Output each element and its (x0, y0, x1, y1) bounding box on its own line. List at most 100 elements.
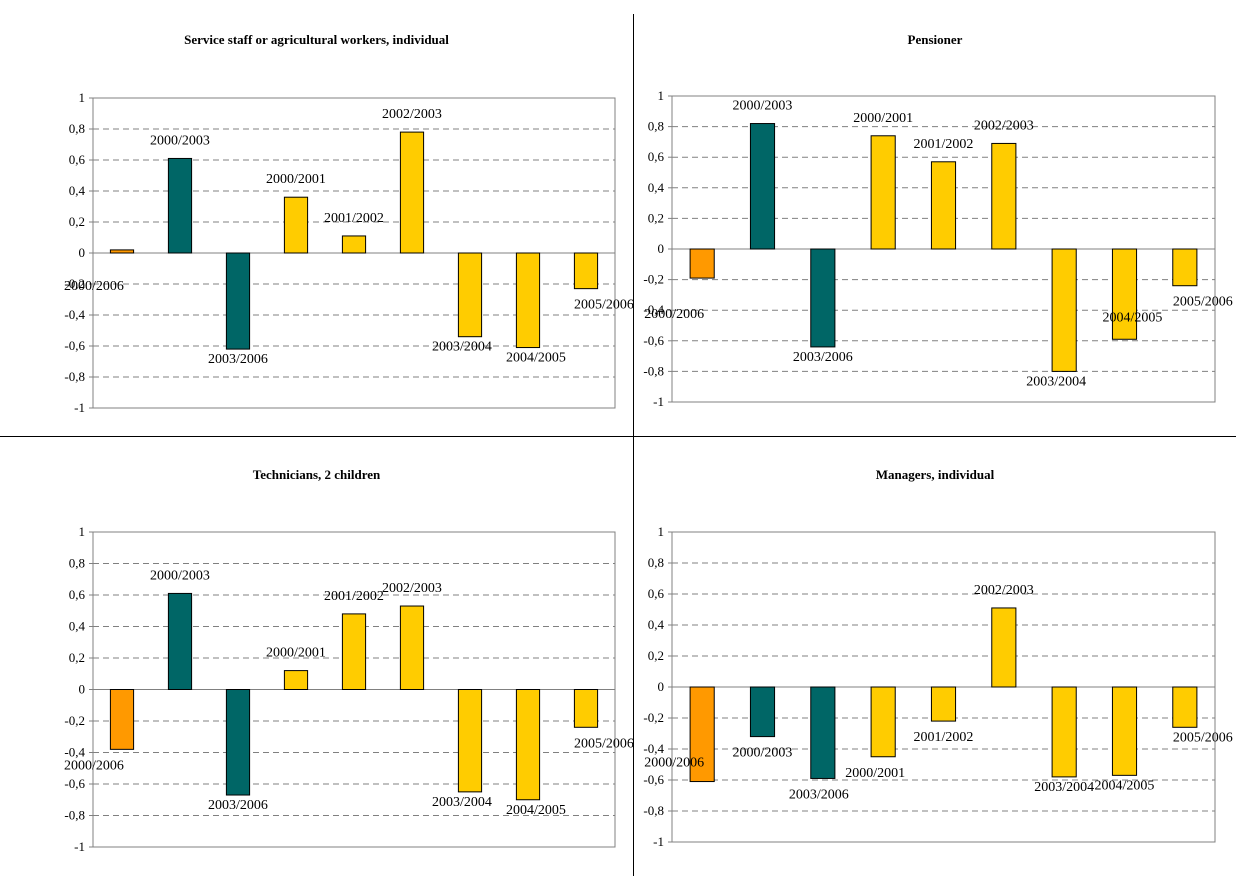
bar-label: 2000/2006 (64, 279, 124, 294)
y-tick-label: 0 (79, 245, 86, 260)
y-tick-label: 0,6 (648, 149, 665, 164)
bar-2003-2006 (810, 686, 836, 779)
y-tick-label: -0,2 (64, 713, 85, 728)
y-tick-label: 0,4 (69, 619, 86, 634)
bar-2003-2004 (1051, 248, 1077, 372)
y-tick-label: -1 (74, 839, 85, 854)
y-tick-label: -0,6 (64, 338, 85, 353)
bar-2004-2005 (515, 689, 541, 801)
y-tick-label: 0,6 (648, 586, 665, 601)
y-tick-label: 0,4 (648, 180, 665, 195)
y-tick-label: -0,8 (64, 369, 85, 384)
bar-label: 2000/2001 (266, 172, 326, 187)
bar-2004-2005 (515, 252, 541, 349)
y-tick-label: -0,2 (643, 272, 664, 287)
bar-2001-2002 (341, 235, 367, 254)
y-tick-label: 0,8 (69, 556, 85, 571)
y-tick-label: -1 (653, 394, 664, 409)
y-tick-label: 0,6 (69, 152, 86, 167)
y-tick-label: 1 (79, 524, 86, 539)
bar-2002-2003 (399, 131, 425, 254)
bar-2001-2002 (930, 686, 957, 722)
bar-label: 2003/2004 (432, 795, 492, 810)
bar-2005-2006 (1172, 248, 1198, 287)
chart-technicians: 1 0,8 0,6 0,4 0,2 0 -0,2 -0,4 -0,6 -0,8 -1 2000/200… (64, 524, 633, 854)
bar-label: 2000/2001 (266, 646, 326, 661)
y-tick-label: 0 (658, 679, 665, 694)
chart-managers: 1 0,8 0,6 0,4 0,2 0 -0,2 -0,4 -0,6 -0,8 -1 2000/200… (643, 524, 1233, 849)
bar-2003-2004 (457, 252, 483, 338)
vertical-divider (633, 14, 634, 876)
y-tick-label: 0,2 (69, 214, 85, 229)
y-tick-label: 0 (658, 241, 665, 256)
bar-2003-2006 (225, 252, 251, 350)
bar-2001-2002 (341, 613, 367, 690)
bar-label: 2000/2003 (733, 99, 793, 114)
y-tick-label: 0,8 (648, 119, 664, 134)
bar-2000-2003 (749, 123, 776, 250)
bar-2000-2003 (167, 592, 193, 690)
bar-2000-2006 (689, 686, 715, 783)
bar-label: 2003/2006 (208, 798, 268, 813)
y-tick-label: -0,8 (643, 803, 664, 818)
bar-2005-2006 (573, 689, 599, 728)
y-tick-label: -0,4 (64, 745, 85, 760)
bar-label: 2000/2003 (733, 746, 793, 761)
y-tick-label: -0,4 (643, 741, 664, 756)
bar-2002-2003 (991, 142, 1017, 250)
bar-label: 2002/2003 (382, 581, 442, 596)
bar-label: 2000/2006 (64, 758, 124, 773)
chart-title-pensioner: Pensioner (907, 32, 963, 47)
bar-2003-2006 (225, 689, 251, 796)
bar-label: 2005/2006 (1173, 295, 1233, 310)
chart-title-technicians: Technicians, 2 children (252, 467, 381, 482)
bar-2005-2006 (573, 252, 599, 290)
bar-label: 2000/2006 (644, 307, 704, 322)
bar-2004-2005 (1111, 686, 1138, 776)
y-tick-label: 1 (79, 90, 86, 105)
bar-label: 2005/2006 (1173, 730, 1233, 745)
bar-2000-2003 (749, 686, 776, 738)
bar-label: 2004/2005 (506, 803, 566, 818)
bar-2000-2006 (689, 248, 715, 279)
y-tick-label: -0,8 (64, 808, 85, 823)
bar-label: 2003/2006 (793, 350, 853, 365)
y-tick-label: -0,8 (643, 363, 664, 378)
y-tick-label: 0,8 (69, 121, 85, 136)
bar-2000-2001 (283, 670, 309, 691)
y-tick-label: 1 (658, 88, 665, 103)
bar-label: 2002/2003 (382, 107, 442, 122)
bar-label: 2003/2004 (1026, 374, 1086, 389)
bar-2000-2001 (283, 196, 309, 254)
y-tick-label: 0,2 (69, 650, 85, 665)
y-tick-label: 0,4 (648, 617, 665, 632)
y-tick-label: -1 (74, 400, 85, 415)
y-tick-label: -0,6 (643, 333, 664, 348)
y-tick-label: 0,2 (648, 648, 664, 663)
bar-label: 2000/2001 (853, 111, 913, 126)
bar-label: 2001/2002 (914, 730, 974, 745)
y-tick-label: 0,8 (648, 555, 664, 570)
y-tick-label: -1 (653, 834, 664, 849)
y-tick-label: -0,6 (643, 772, 664, 787)
y-tick-label: -0,6 (64, 776, 85, 791)
bar-label: 2000/2006 (644, 756, 704, 771)
bar-2004-2005 (1111, 248, 1138, 340)
y-tick-label: 0 (79, 682, 86, 697)
bar-label: 2001/2002 (914, 137, 974, 152)
bar-label: 2004/2005 (1095, 778, 1155, 793)
bar-label: 2000/2001 (845, 766, 905, 781)
y-tick-label: 0,2 (648, 210, 664, 225)
bar-label: 2004/2005 (1103, 310, 1163, 325)
y-tick-label: 1 (658, 524, 665, 539)
bar-label: 2003/2006 (208, 352, 268, 367)
bar-2000-2001 (870, 135, 896, 250)
bar-2005-2006 (1172, 686, 1198, 728)
bar-label: 2003/2004 (1034, 780, 1094, 795)
y-tick-label: 0,6 (69, 587, 86, 602)
bar-2002-2003 (991, 607, 1017, 688)
bar-label: 2000/2003 (150, 133, 210, 148)
bar-2003-2006 (810, 248, 836, 348)
bar-label: 2003/2006 (789, 787, 849, 802)
bar-2000-2003 (167, 157, 193, 254)
